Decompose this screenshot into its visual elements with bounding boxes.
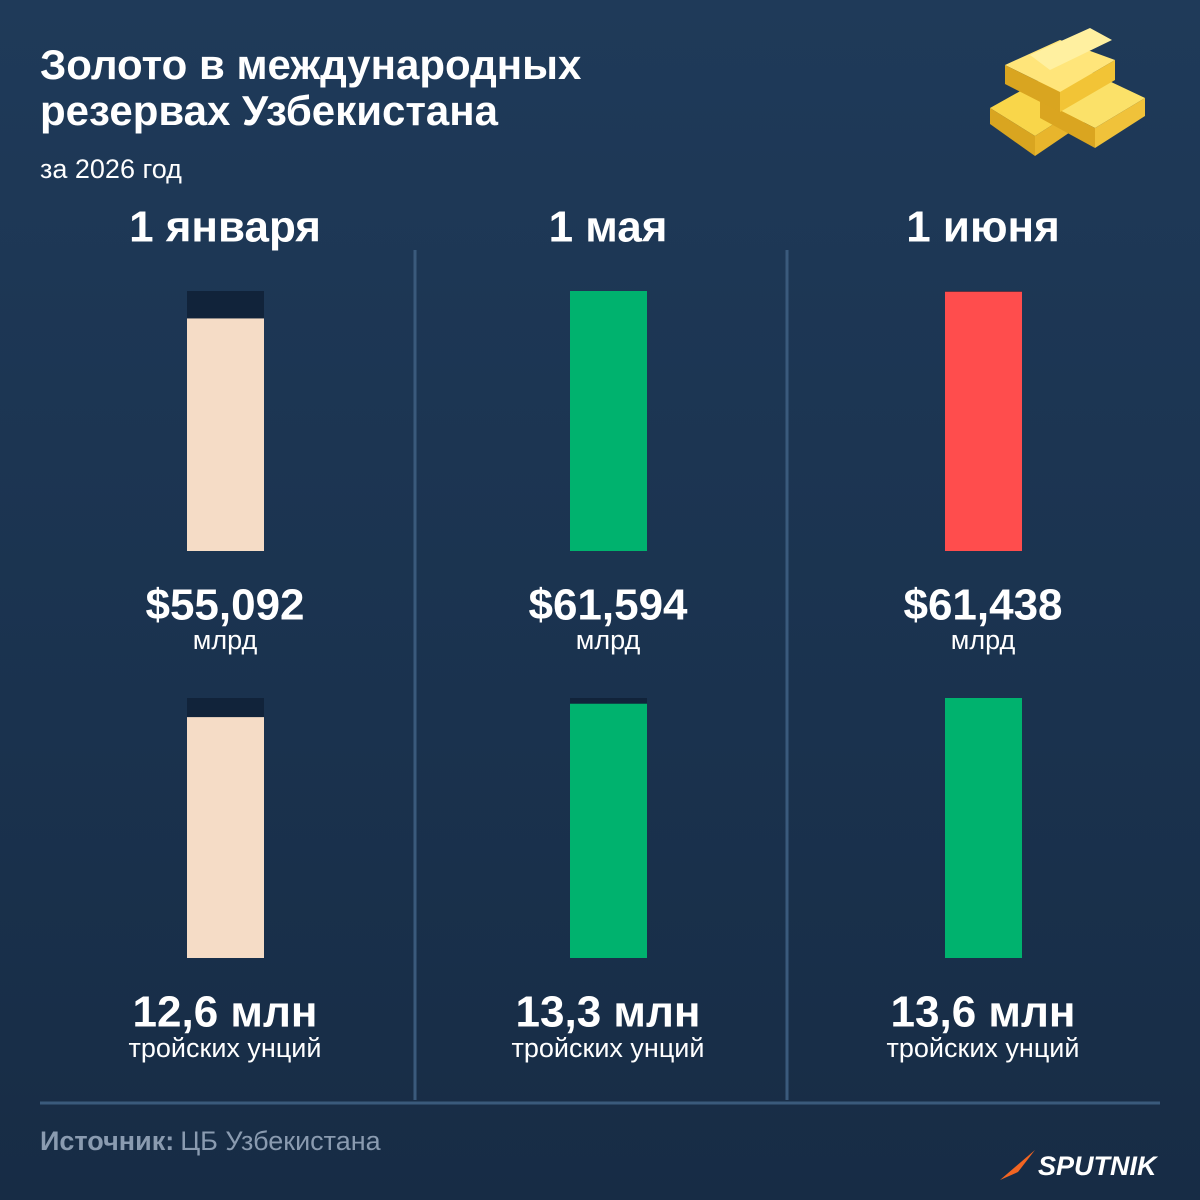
unit-label: млрд [193, 625, 258, 655]
title: Золото в международных резервах Узбекист… [40, 41, 582, 134]
value-label: $61,438 [903, 581, 1062, 630]
subtitle: за 2026 год [40, 154, 182, 184]
unit-label: тройских унций [512, 1033, 705, 1063]
gold-icon [990, 28, 1145, 156]
bar [945, 698, 1022, 958]
unit-label: тройских унций [129, 1033, 322, 1063]
bar [570, 703, 647, 958]
column-header: 1 июня [906, 203, 1060, 252]
source-label: Источник: [40, 1126, 174, 1156]
value-label: 13,6 млн [891, 988, 1076, 1037]
column-header: 1 января [129, 203, 321, 252]
value-label: 13,3 млн [516, 988, 701, 1037]
brand: SPUTNIK [1038, 1151, 1159, 1181]
unit-label: млрд [576, 625, 641, 655]
value-label: $55,092 [145, 581, 304, 630]
source-text: ЦБ Узбекистана [180, 1126, 381, 1156]
brand-logo [1000, 1150, 1035, 1180]
source: Источник: ЦБ Узбекистана [40, 1126, 382, 1156]
value-label: 12,6 млн [133, 988, 318, 1037]
bar [945, 291, 1022, 551]
bar [187, 318, 264, 551]
column-header: 1 мая [549, 203, 668, 252]
unit-label: млрд [951, 625, 1016, 655]
bar [570, 291, 647, 551]
value-label: $61,594 [528, 581, 688, 630]
unit-label: тройских унций [887, 1033, 1080, 1063]
bar [187, 717, 264, 958]
